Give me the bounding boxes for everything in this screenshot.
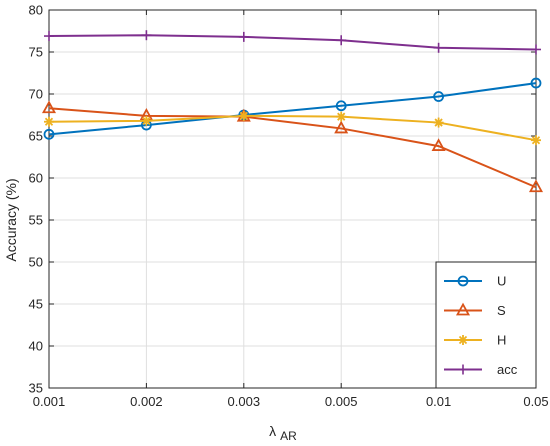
data-point-h: [336, 111, 347, 122]
series-line-acc: [48, 34, 537, 51]
legend-label-acc: acc: [497, 362, 518, 377]
x-tick-label: 0.005: [325, 394, 358, 409]
x-axis-label: λ AR: [269, 423, 297, 443]
legend-marker-h: [458, 335, 468, 345]
marker-stroke: [142, 116, 151, 126]
data-point-h: [433, 117, 444, 128]
data-point-s: [528, 179, 544, 193]
x-tick-label: 0.05: [523, 394, 548, 409]
series-u: [43, 77, 542, 140]
data-point-acc: [44, 31, 54, 42]
legend-label-u: U: [497, 274, 506, 289]
marker-stroke: [337, 112, 346, 121]
data-point-acc: [531, 44, 541, 55]
data-point-u: [335, 100, 347, 112]
data-point-h: [44, 116, 54, 127]
y-tick-label: 55: [29, 213, 43, 228]
plot-area-frame: [48, 9, 537, 389]
legend-marker-s: [455, 302, 471, 316]
series-line-u: [48, 82, 537, 136]
data-point-s: [431, 138, 446, 151]
data-point-u: [43, 128, 55, 140]
x-axis-ticks: 0.001 0.002 0.003 0.005 0.01 0.05: [33, 10, 549, 409]
x-tick-label: 0.003: [228, 394, 261, 409]
y-tick-label: 75: [29, 45, 43, 60]
marker-stroke: [239, 111, 248, 120]
legend-box: [435, 261, 537, 389]
y-tick-label: 65: [29, 129, 43, 144]
data-point-acc: [141, 30, 152, 41]
x-axis-label-symbol: λ: [269, 423, 276, 439]
data-point-u: [530, 77, 542, 89]
data-point-h: [141, 115, 152, 126]
y-tick-label: 60: [29, 171, 43, 186]
y-axis-label: Accuracy (%): [3, 178, 19, 261]
marker-stroke: [458, 335, 468, 345]
data-point-u: [433, 91, 445, 102]
data-point-s: [41, 100, 57, 114]
x-axis-label-subscript: AR: [280, 429, 297, 443]
marker-stroke: [531, 136, 541, 145]
x-tick-label: 0.01: [426, 394, 451, 409]
y-tick-label: 50: [29, 255, 43, 270]
data-point-acc: [336, 35, 347, 46]
marker-stroke: [44, 117, 54, 126]
y-tick-label: 45: [29, 297, 43, 312]
series-group: [41, 30, 544, 193]
y-tick-label: 80: [29, 3, 43, 18]
data-point-acc: [238, 31, 249, 42]
data-point-acc: [433, 42, 444, 53]
series-h: [44, 110, 541, 146]
legend-label-h: H: [497, 333, 506, 348]
y-tick-label: 40: [29, 339, 43, 354]
y-tick-label: 70: [29, 87, 43, 102]
series-acc: [44, 30, 541, 55]
legend-marker-acc: [458, 364, 468, 375]
marker-stroke: [434, 118, 443, 127]
legend-marker-u: [457, 275, 469, 287]
data-point-h: [238, 110, 249, 121]
data-point-s: [334, 120, 349, 134]
series-line-h: [48, 114, 537, 142]
y-tick-label: 35: [29, 381, 43, 396]
x-tick-label: 0.002: [130, 394, 163, 409]
legend-label-s: S: [497, 303, 506, 318]
data-point-h: [531, 135, 541, 146]
series-line-s: [48, 107, 537, 189]
x-tick-label: 0.001: [33, 394, 66, 409]
